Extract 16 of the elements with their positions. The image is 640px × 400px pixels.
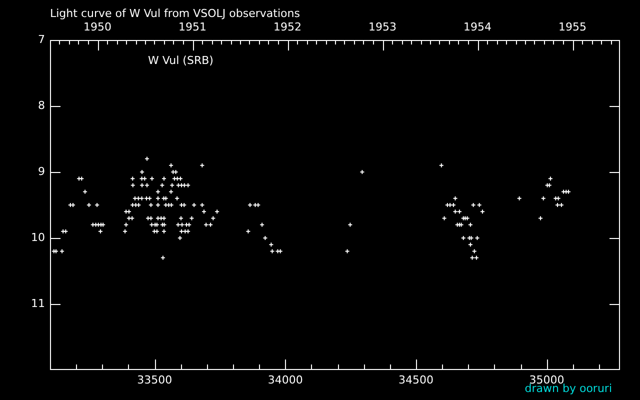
- x2-tick-label: 1953: [368, 20, 396, 34]
- x2-tick-label: 1951: [178, 20, 206, 34]
- chart-title: Light curve of W Vul from VSOLJ observations: [50, 7, 300, 20]
- x2-tick-label: 1950: [84, 20, 112, 34]
- x2-tick-label: 1955: [558, 20, 586, 34]
- y-tick-label: 9: [38, 164, 45, 178]
- x-tick-label: 33500: [137, 373, 172, 386]
- x2-tick-label: 1952: [274, 20, 302, 34]
- y-tick-label: 7: [38, 32, 45, 46]
- y-tick-label: 8: [38, 98, 45, 112]
- y-tick-label: 10: [31, 230, 45, 244]
- x-tick-label: 34500: [398, 373, 434, 386]
- y-tick-label: 11: [31, 296, 45, 310]
- annotation: W Vul (SRB): [148, 54, 214, 67]
- x-tick-label: 34000: [268, 373, 303, 386]
- x2-tick-label: 1954: [464, 20, 492, 34]
